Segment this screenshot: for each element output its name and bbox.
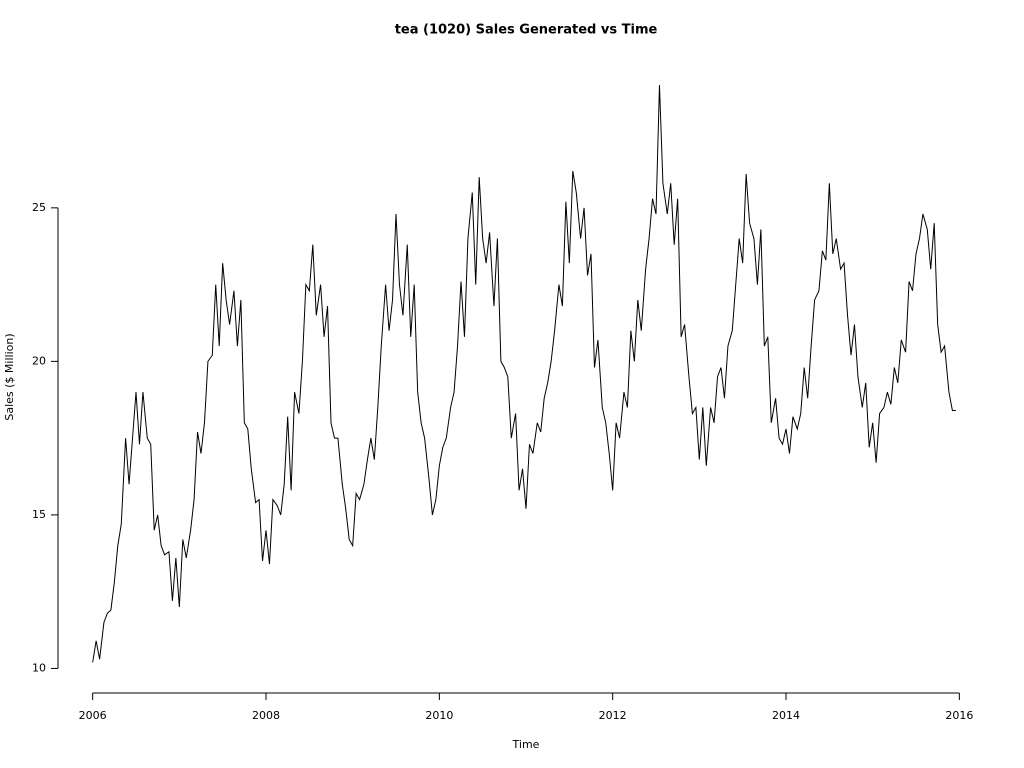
y-tick-label: 15: [32, 508, 46, 521]
x-tick-label: 2016: [945, 709, 973, 722]
x-tick-label: 2010: [425, 709, 453, 722]
x-tick-label: 2006: [79, 709, 107, 722]
series-line: [92, 85, 956, 663]
y-tick-label: 25: [32, 201, 46, 214]
y-tick-label: 10: [32, 661, 46, 674]
x-tick-label: 2012: [599, 709, 627, 722]
x-tick-label: 2008: [252, 709, 280, 722]
y-tick-label: 20: [32, 354, 46, 367]
chart-title: tea (1020) Sales Generated vs Time: [395, 23, 658, 38]
x-axis-label: Time: [512, 738, 540, 751]
y-axis-label: Sales ($ Million): [3, 333, 16, 420]
x-tick-label: 2014: [772, 709, 800, 722]
